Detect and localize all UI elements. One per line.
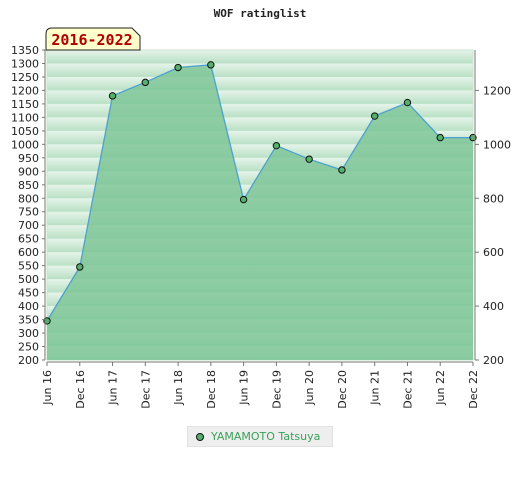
y-tick-label-left: 400 [18,300,39,313]
data-point [403,98,412,107]
legend-series-label: YAMAMOTO Tatsuya [211,430,321,443]
y-tick-label-left: 900 [18,165,39,178]
x-tick-label: Jun 21 [369,370,382,406]
x-tick-label: Jun 18 [172,370,185,406]
y-tick-label-left: 950 [18,152,39,165]
period-label: 2016-2022 [51,31,132,49]
data-point [76,263,84,271]
y-tick-label-left: 1050 [11,125,39,138]
background-band [47,50,473,64]
chart-title: WOF ratinglist [214,7,307,20]
y-tick-label-left: 650 [18,233,39,246]
y-axis-left: 2002503003504004505005506006507007508008… [11,44,46,367]
x-tick-label: Dec 19 [270,370,283,409]
series-markers [43,61,477,325]
series-area [47,64,473,361]
data-point [272,141,281,150]
y-tick-label-left: 700 [18,219,39,232]
legend-marker-icon [196,432,204,441]
x-tick-label: Jun 16 [41,370,54,406]
y-tick-label-left: 450 [18,287,39,300]
y-tick-label-left: 800 [18,192,39,205]
data-point [370,112,379,120]
data-point [436,133,444,142]
y-tick-label-left: 1150 [11,98,39,111]
x-tick-label: Dec 16 [74,370,87,409]
y-tick-label-left: 550 [18,260,39,273]
data-point [108,92,117,100]
y-tick-label-left: 750 [18,206,39,219]
y-axis-right: 200 400 600 800 1000 1200 [474,50,511,367]
x-tick-label: Dec 17 [139,370,152,409]
y-tick-label-right: 1200 [483,84,511,97]
x-tick-label: Jun 22 [434,370,447,406]
background-band [47,76,473,91]
data-point [239,195,248,204]
y-tick-label-left: 500 [18,273,39,286]
x-tick-label: Dec 21 [401,370,414,409]
y-tick-label-left: 300 [18,327,39,340]
x-tick-label: Jun 19 [238,370,251,406]
y-tick-label-right: 600 [483,246,504,259]
y-tick-label-left: 200 [18,354,39,367]
y-tick-label-left: 1250 [11,71,39,84]
y-tick-label-left: 1100 [11,111,39,124]
y-tick-label-left: 1200 [11,84,39,97]
y-tick-label-right: 200 [483,354,504,367]
series-line [46,64,473,322]
period-box: 2016-2022 [45,27,141,51]
y-tick-label-right: 400 [483,300,504,313]
y-tick-label-left: 1000 [11,138,39,151]
y-tick-label-right: 1000 [483,138,511,151]
y-tick-label-left: 1350 [11,44,39,57]
x-tick-label: Dec 22 [467,370,480,409]
data-point [207,61,215,69]
data-point [174,63,182,72]
data-point [338,166,346,174]
y-tick-label-left: 1300 [11,57,39,70]
x-tick-label: Jun 20 [303,370,316,406]
data-point [141,78,150,87]
x-tick-label: Jun 17 [107,370,120,406]
x-tick-label: Dec 20 [336,370,349,409]
data-point [305,155,313,163]
y-tick-label-left: 850 [18,179,39,192]
legend: YAMAMOTO Tatsuya [187,426,333,447]
background-band [47,63,473,77]
y-tick-label-right: 800 [483,192,504,205]
y-tick-label-left: 350 [18,314,39,327]
y-tick-label-left: 250 [18,341,39,354]
y-tick-label-left: 600 [18,246,39,259]
x-axis: Jun 16 Dec 16 Jun 17 Dec 17 Jun 18 Dec 18 Jun … [41,361,480,409]
x-tick-label: Dec 18 [205,370,218,409]
